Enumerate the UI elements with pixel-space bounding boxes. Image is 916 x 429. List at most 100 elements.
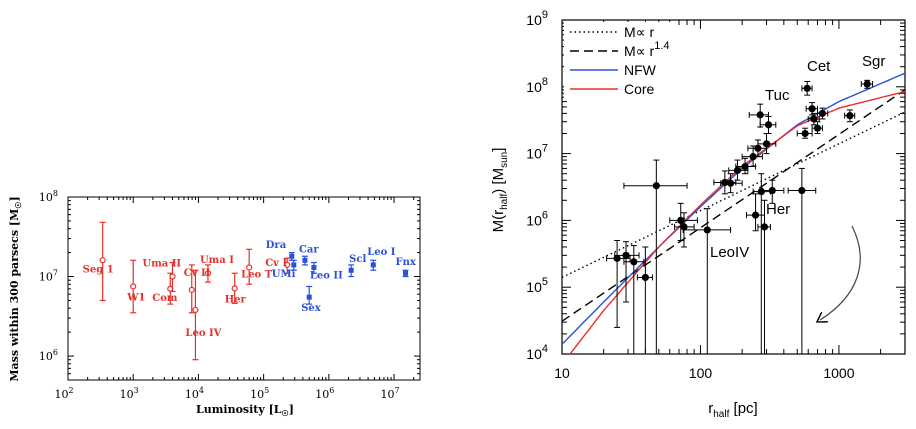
y-tick-label: 108 xyxy=(526,76,548,95)
left-y-axis-label: Mass within 300 parsecs [M☉] xyxy=(8,196,23,381)
point-label: Her xyxy=(225,294,247,305)
right-axis-ticks: 10 100 1000 104 105 106 107 108 109 xyxy=(526,9,906,381)
left-axis-ticks: 102 103 104 105 106 107 106 107 108 xyxy=(39,189,420,401)
x-tick-label: 103 xyxy=(120,386,139,401)
data-point xyxy=(762,140,771,148)
point-label: Cv I xyxy=(265,258,287,269)
point-label: Com xyxy=(152,293,178,304)
data-point xyxy=(306,294,312,300)
model-curve xyxy=(562,89,905,322)
data-point xyxy=(630,258,638,266)
data-point xyxy=(810,115,818,123)
y-tick-label: 105 xyxy=(526,276,548,295)
right-y-axis-label: M(rhalf) [Msun] xyxy=(490,148,510,233)
data-point xyxy=(192,306,199,314)
data-point xyxy=(284,261,291,269)
y-tick-label: 106 xyxy=(526,209,548,228)
right-chart: 10 100 1000 104 105 106 107 108 109 M∝ rM∝ r1.4 N… xyxy=(490,9,906,420)
y-tick-label: 107 xyxy=(526,143,548,162)
point-label: Sex xyxy=(301,303,322,314)
x-tick-label: 106 xyxy=(315,386,334,401)
point-label: UMi xyxy=(272,269,296,280)
data-point xyxy=(311,264,317,270)
legend-label: M∝ r xyxy=(624,24,655,40)
data-point xyxy=(764,121,773,129)
data-point xyxy=(768,186,776,195)
data-point xyxy=(370,262,376,268)
left-data-points xyxy=(99,221,409,361)
point-label: Leo IV xyxy=(185,328,221,339)
galaxy-label: LeoIV xyxy=(710,244,749,261)
data-point xyxy=(756,111,764,119)
y-tick-label: 104 xyxy=(526,343,548,362)
point-label: Uma II xyxy=(142,259,181,270)
right-data-points xyxy=(606,79,874,354)
model-curve xyxy=(562,111,905,279)
legend-label: Core xyxy=(624,81,655,97)
legend-label: M∝ r1.4 xyxy=(624,40,670,59)
data-point xyxy=(231,285,238,292)
model-curve xyxy=(562,72,905,345)
data-point xyxy=(680,223,688,231)
x-tick-label: 1000 xyxy=(823,365,854,381)
left-x-axis-label: Luminosity [L☉] xyxy=(196,403,294,418)
point-label: Scl xyxy=(349,254,366,265)
y-tick-label: 106 xyxy=(39,348,58,363)
data-point xyxy=(726,179,735,187)
data-point xyxy=(622,251,630,259)
legend-label: NFW xyxy=(624,62,657,78)
x-tick-label: 100 xyxy=(689,365,713,381)
left-plot-frame xyxy=(67,196,421,381)
left-chart: 102 103 104 105 106 107 106 107 108 Seg 1 W1 Com Um… xyxy=(8,189,421,418)
data-point xyxy=(749,153,757,161)
point-label: Uma I xyxy=(200,255,234,266)
galaxy-label: Tuc xyxy=(765,87,790,104)
data-point xyxy=(169,273,176,280)
data-point xyxy=(677,216,685,224)
point-label: Seg 1 xyxy=(83,264,114,275)
data-point xyxy=(751,211,760,219)
data-point xyxy=(741,162,749,171)
data-point xyxy=(733,166,742,175)
data-point xyxy=(641,273,649,282)
galaxy-label: Sgr xyxy=(862,53,885,70)
right-legend: M∝ rM∝ r1.4 NFW Core xyxy=(564,22,674,100)
x-tick-label: 104 xyxy=(185,386,204,401)
data-point xyxy=(188,286,195,293)
data-point xyxy=(803,84,811,92)
data-point xyxy=(246,264,253,271)
point-label: Leo II xyxy=(310,270,343,281)
point-label: Car xyxy=(299,244,319,255)
y-tick-label: 109 xyxy=(526,9,548,28)
data-point xyxy=(818,109,827,117)
data-point xyxy=(808,105,816,113)
data-point xyxy=(703,226,711,234)
trend-arrow xyxy=(820,225,861,320)
point-label: Fnx xyxy=(396,257,417,268)
data-point xyxy=(348,267,354,273)
data-point xyxy=(754,144,762,152)
data-point xyxy=(130,283,137,290)
galaxy-label: Cet xyxy=(807,58,831,75)
data-point xyxy=(801,129,809,138)
data-point xyxy=(798,186,806,195)
data-point xyxy=(863,80,871,88)
right-x-axis-label: rhalf [pc] xyxy=(708,400,757,420)
data-point xyxy=(846,112,854,120)
y-tick-label: 107 xyxy=(39,269,58,284)
data-point xyxy=(613,254,621,262)
data-point xyxy=(652,182,660,190)
data-point xyxy=(291,262,297,268)
point-label: W1 xyxy=(126,292,145,303)
point-label: Cv II xyxy=(184,268,211,279)
point-label: Leo T xyxy=(241,269,273,280)
galaxy-label: Her xyxy=(766,201,790,218)
y-tick-label: 108 xyxy=(39,189,58,204)
data-point xyxy=(302,257,308,263)
data-point xyxy=(204,270,212,277)
data-point xyxy=(757,187,765,196)
point-label: Leo I xyxy=(367,247,396,258)
data-point xyxy=(813,124,822,132)
